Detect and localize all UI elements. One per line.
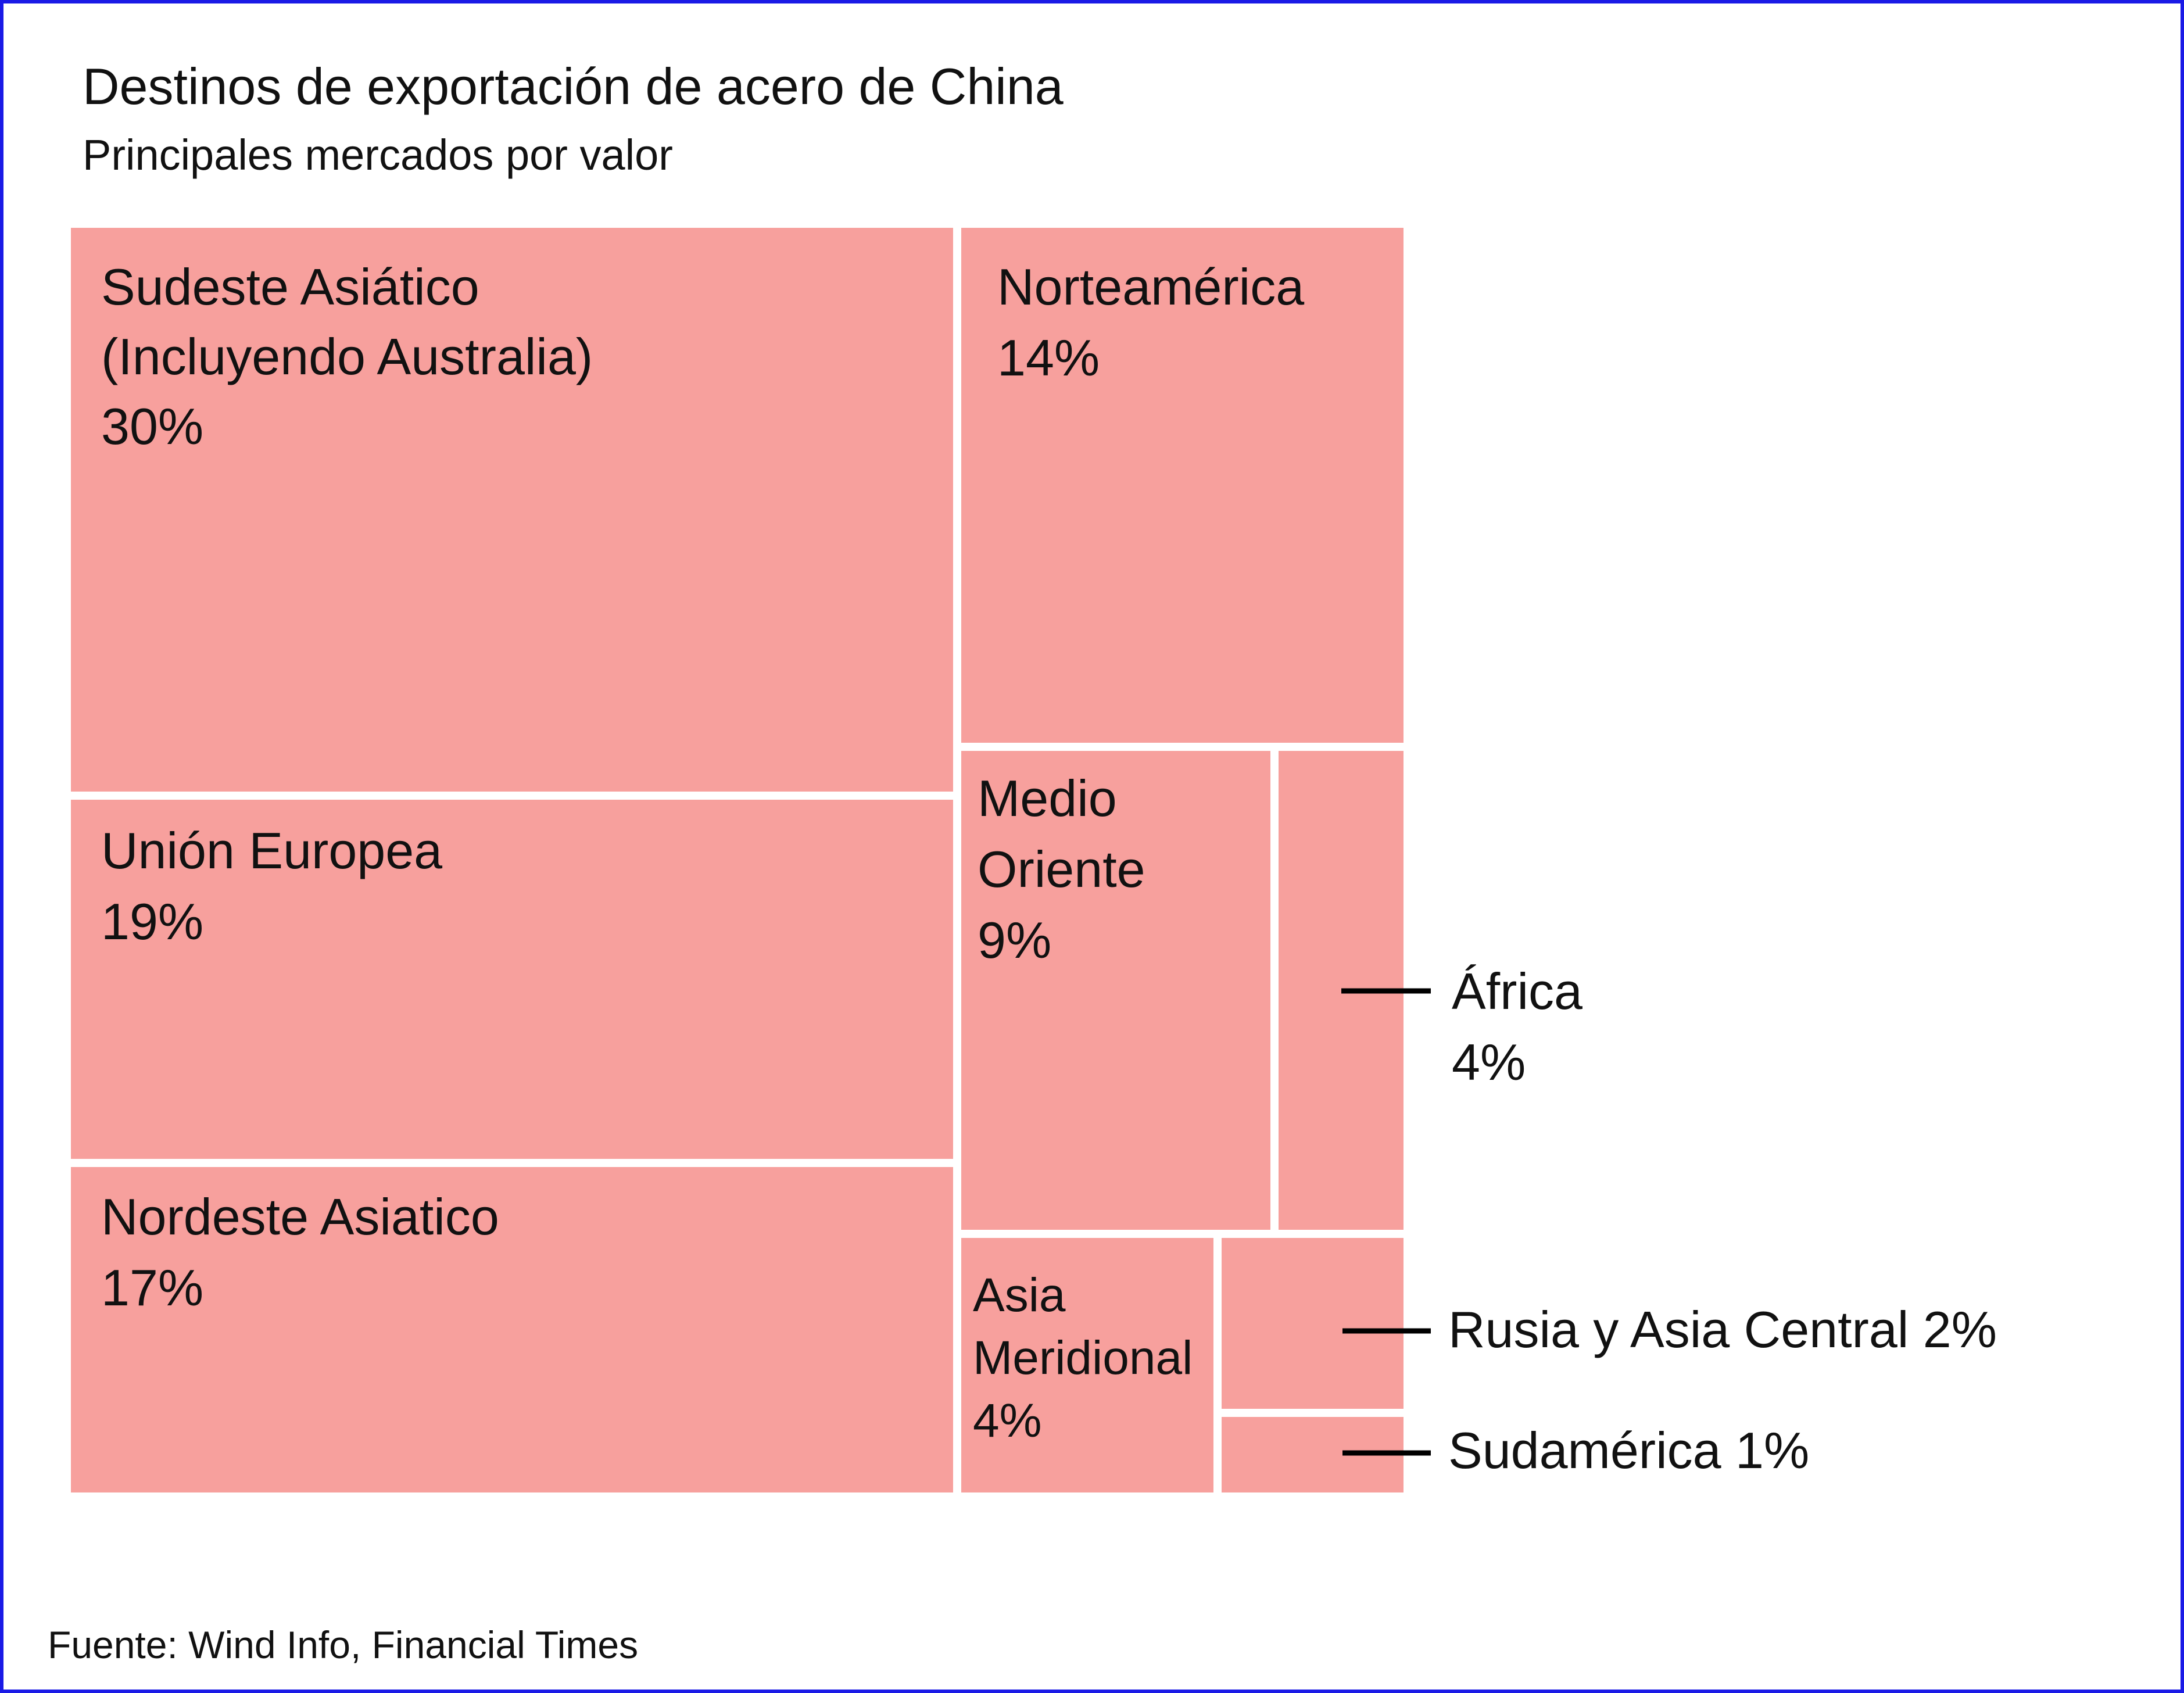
cell-label-nordeste-asiatico: Nordeste Asiatico [101, 1188, 499, 1245]
treemap-cell-medio-oriente [961, 751, 1270, 1230]
cell-value-union-europea: 19% [101, 893, 203, 950]
treemap-cell-rusia-y-asia-central [1222, 1238, 1404, 1409]
treemap-cell-norteamerica [961, 228, 1404, 743]
cell-label-medio-oriente: Oriente [978, 840, 1145, 898]
cell-value-medio-oriente: 9% [978, 911, 1051, 969]
cell-label-medio-oriente: Medio [978, 769, 1117, 827]
external-value-africa: 4% [1452, 1033, 1526, 1091]
cell-value-asia-meridional: 4% [973, 1394, 1042, 1447]
external-label-sudamerica: Sudamérica 1% [1448, 1422, 1809, 1479]
cell-label-asia-meridional: Asia [973, 1269, 1066, 1322]
external-label-rusia-y-asia-central: Rusia y Asia Central 2% [1448, 1301, 1997, 1358]
treemap-cell-asia-meridional [961, 1238, 1213, 1492]
cell-value-nordeste-asiatico: 17% [101, 1259, 203, 1316]
cell-value-norteamerica: 14% [997, 329, 1100, 386]
treemap-cell-nordeste-asiatico [71, 1167, 953, 1492]
cell-label-union-europea: Unión Europea [101, 822, 442, 879]
treemap-chart: Sudeste Asiático (Incluyendo Australia) 30… [71, 228, 1997, 1492]
cell-label-asia-meridional: Meridional [973, 1332, 1193, 1384]
cell-value-sudeste-asiatico-incluyendo-australia: 30% [101, 398, 203, 455]
chart-title: Destinos de exportación de acero de Chin… [83, 58, 1064, 115]
treemap-cell-sudeste-asiatico-incluyendo-australia [71, 228, 953, 792]
cell-label-sudeste-asiatico-incluyendo-australia: (Incluyendo Australia) [101, 328, 593, 385]
external-label-africa: África [1452, 962, 1582, 1020]
chart-subtitle: Principales mercados por valor [83, 131, 673, 179]
cell-label-sudeste-asiatico-incluyendo-australia: Sudeste Asiático [101, 258, 479, 316]
treemap-cell-union-europea [71, 800, 953, 1159]
source-note: Fuente: Wind Info, Financial Times [48, 1623, 639, 1666]
cell-label-norteamerica: Norteamérica [997, 258, 1304, 316]
